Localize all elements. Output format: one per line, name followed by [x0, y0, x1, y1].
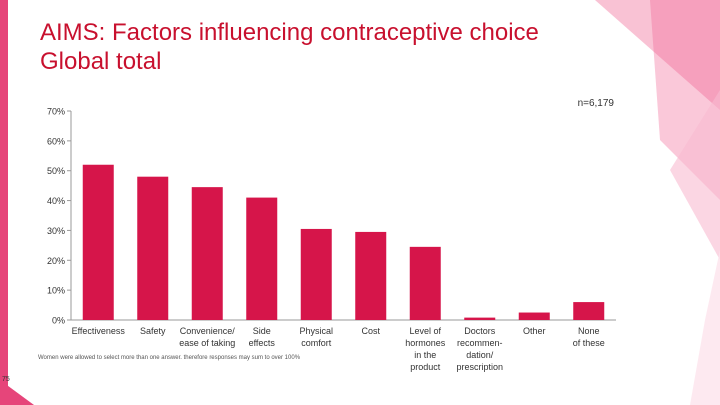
- x-category-label-line: of these: [573, 338, 605, 348]
- bar: [82, 164, 114, 320]
- bar: [355, 231, 387, 320]
- sample-size-label: n=6,179: [577, 98, 614, 109]
- slide-number: 75: [2, 376, 10, 383]
- x-category-label: Other: [523, 326, 546, 336]
- x-category-label-line: Level of: [409, 326, 441, 336]
- x-category-label: Effectiveness: [72, 326, 126, 336]
- x-category-label-line: Convenience/: [180, 326, 236, 336]
- bar: [137, 176, 169, 320]
- x-category-label-line: in the: [414, 350, 436, 360]
- y-tick-label: 20%: [47, 256, 65, 266]
- bar: [300, 228, 332, 320]
- x-category-label-line: product: [410, 362, 441, 372]
- deco-triangle-low: [670, 90, 720, 260]
- x-category-label: Doctors recommen-dation/prescription: [456, 326, 503, 372]
- left-accent-bar: [0, 0, 8, 405]
- y-tick-label: 30%: [47, 226, 65, 236]
- title-line-1: AIMS: Factors influencing contraceptive …: [40, 19, 539, 46]
- bar: [409, 246, 441, 320]
- x-category-label-line: dation/: [466, 350, 494, 360]
- bar: [246, 197, 278, 320]
- x-category-label-line: None: [578, 326, 600, 336]
- x-category-label-line: comfort: [301, 338, 332, 348]
- x-category-label-line: prescription: [456, 362, 503, 372]
- x-category-label-line: Effectiveness: [72, 326, 126, 336]
- x-category-label: None of these: [573, 326, 605, 348]
- x-category-label-line: Cost: [361, 326, 380, 336]
- x-category-label-line: effects: [249, 338, 276, 348]
- bar: [464, 317, 496, 320]
- y-tick-label: 50%: [47, 166, 65, 176]
- y-tick-label: 0%: [52, 316, 65, 326]
- x-category-label-line: Safety: [140, 326, 166, 336]
- x-category-label: Physical comfort: [299, 326, 333, 348]
- page-title: AIMS: Factors influencing contraceptive …: [40, 18, 539, 76]
- x-category-label-line: Other: [523, 326, 546, 336]
- y-tick-label: 40%: [47, 196, 65, 206]
- y-tick-label: 70%: [47, 107, 65, 117]
- bar: [573, 302, 605, 320]
- x-category-label-line: Physical: [299, 326, 333, 336]
- x-category-label: Convenience/ease of taking: [179, 326, 235, 348]
- y-tick-label: 10%: [47, 286, 65, 296]
- bottom-left-triangle: [0, 380, 34, 405]
- deco-triangle-bottom: [690, 250, 720, 405]
- x-category-label: Cost: [361, 326, 380, 336]
- footnote: Women were allowed to select more than o…: [38, 355, 301, 361]
- x-category-label: Level of hormones in the product: [405, 326, 446, 372]
- x-category-label-line: Side: [253, 326, 271, 336]
- x-category-label-line: hormones: [405, 338, 446, 348]
- decorative-triangles: [595, 0, 720, 405]
- x-category-label-line: Doctors: [464, 326, 496, 336]
- bar: [518, 312, 550, 320]
- bottom-triangle-shape: [0, 380, 34, 405]
- title-line-2: Global total: [40, 48, 162, 75]
- x-category-label: Side effects: [249, 326, 276, 348]
- x-category-label-line: ease of taking: [179, 338, 235, 348]
- bar: [191, 187, 223, 320]
- x-category-label-line: recommen-: [457, 338, 503, 348]
- y-tick-label: 60%: [47, 136, 65, 146]
- x-category-label: Safety: [140, 326, 166, 336]
- deco-triangle-top: [595, 0, 720, 110]
